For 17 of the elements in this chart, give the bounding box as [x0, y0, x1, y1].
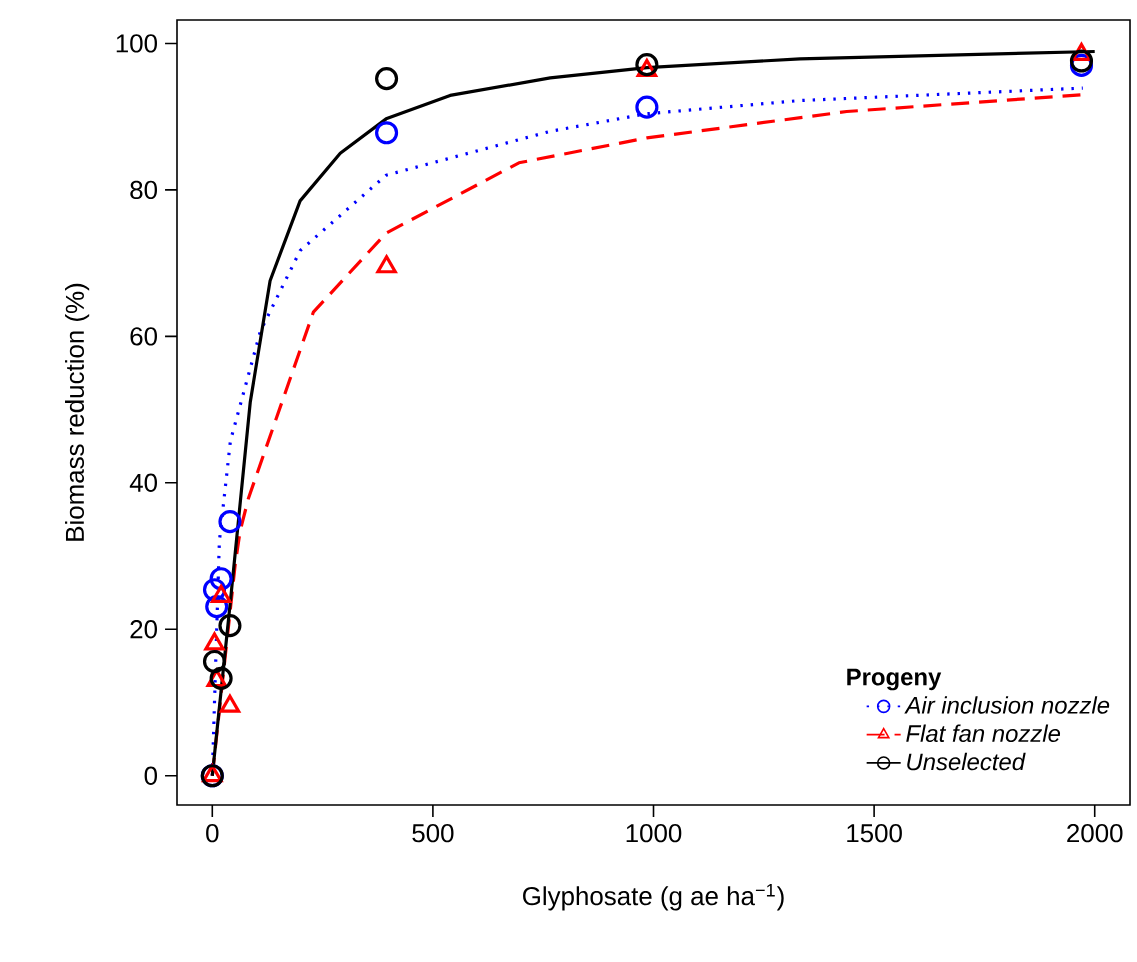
- x-axis-title: Glyphosate (g ae ha$^{−1}$): [523, 883, 784, 911]
- x-tick-label: 0: [206, 823, 219, 843]
- legend-label: Air inclusion nozzle: [904, 696, 1110, 714]
- y-tick-label: 40: [129, 473, 157, 492]
- legend-label: Unselected: [907, 752, 1026, 771]
- y-tick-label: 80: [130, 180, 157, 200]
- y-tick-label: 20: [130, 620, 157, 639]
- y-tick-label: 60: [130, 327, 157, 346]
- legend-label: Flat fan nozzle: [906, 724, 1061, 743]
- x-tick-label: 1000: [626, 823, 682, 843]
- y-tick-label: 0: [144, 766, 157, 785]
- legend-title: Progeny: [847, 668, 942, 691]
- x-tick-label: 500: [412, 823, 454, 843]
- y-axis-title: Biomass reduction (%): [65, 283, 90, 541]
- x-tick-label: 1500: [847, 823, 902, 843]
- y-tick-label: 100: [116, 34, 157, 53]
- x-tick-label: 2000: [1067, 823, 1123, 843]
